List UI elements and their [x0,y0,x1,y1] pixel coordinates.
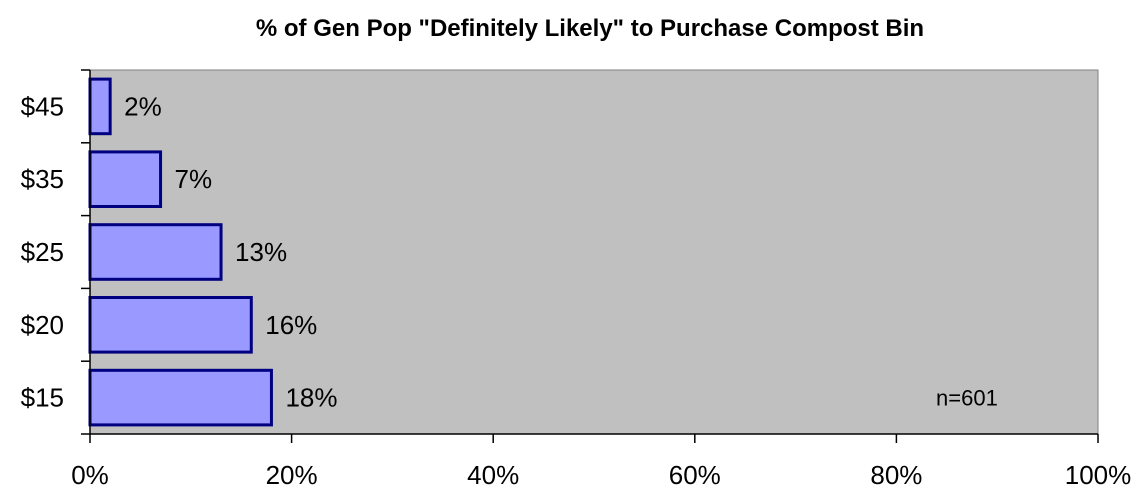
x-tick-label: 60% [669,460,721,490]
bar-value-label: 2% [124,91,162,121]
x-tick-label: 40% [467,460,519,490]
bar-45 [88,77,112,136]
y-tick-label: $20 [21,310,64,340]
y-tick-label: $15 [21,383,64,413]
x-tick-label: 100% [1065,460,1132,490]
bar-value-label: 16% [265,310,317,340]
x-tick-label: 80% [870,460,922,490]
axes-layer: $45 $35 $25 $20 $15 0% 20% 40% 60% 80% 100% [21,69,1132,490]
bar-15 [88,368,273,427]
y-tick-label: $25 [21,237,64,267]
bar-25 [88,223,223,281]
x-tick-label: 0% [71,460,109,490]
sample-size-annotation: n=601 [936,386,998,411]
x-tick-label: 20% [266,460,318,490]
bar-35 [88,150,163,208]
y-tick-label: $35 [21,164,64,194]
bar-value-label: 13% [235,237,287,267]
bar-value-label: 7% [175,164,213,194]
bars-layer: 2% 7% 13% 16% 18% [88,77,337,427]
bar-20 [88,296,253,354]
bar-value-label: 18% [285,383,337,413]
y-tick-label: $45 [21,91,64,121]
chart-title: % of Gen Pop "Definitely Likely" to Purc… [256,15,924,42]
